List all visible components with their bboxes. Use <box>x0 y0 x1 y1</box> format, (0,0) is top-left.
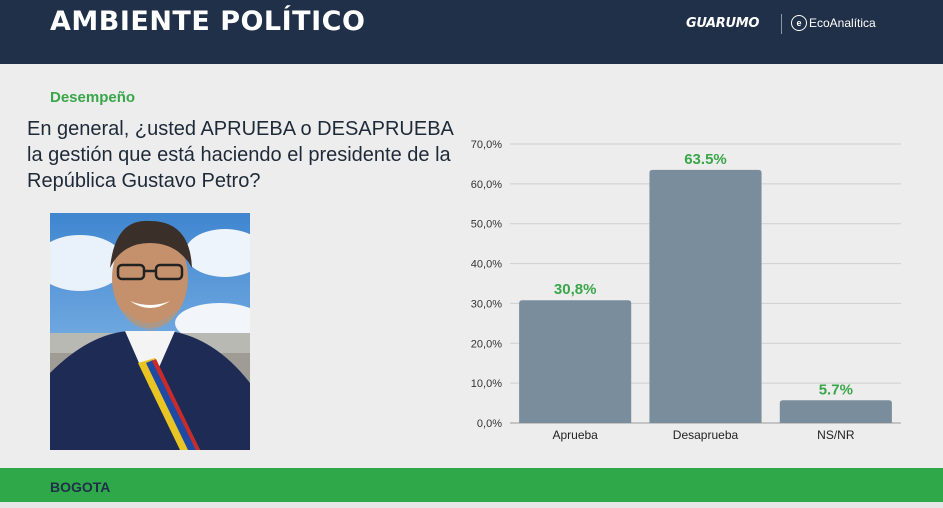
data-label: 63.5% <box>684 151 727 168</box>
y-tick-label: 40,0% <box>471 259 502 271</box>
section-label: Desempeño <box>50 89 136 106</box>
y-tick-label: 0,0% <box>477 418 502 430</box>
header-bar: AMBIENTE POLÍTICO GUARUMO e EcoAnalítica <box>0 0 943 64</box>
y-tick-label: 20,0% <box>471 338 502 350</box>
approval-bar-chart: 0,0% 10,0% 20,0% 30,0% 40,0% 50,0% 60,0% 70,0% 3… <box>440 120 920 455</box>
data-label: 5.7% <box>819 381 853 398</box>
page-title: AMBIENTE POLÍTICO <box>50 6 366 37</box>
bar <box>519 300 632 423</box>
x-tick-label: NS/NR <box>817 428 855 442</box>
x-tick-label: Desaprueba <box>673 428 739 442</box>
footer-city: BOGOTA <box>50 479 111 495</box>
y-tick-label: 10,0% <box>471 378 502 390</box>
ecoanalitica-logo: EcoAnalítica <box>809 16 876 30</box>
guarumo-logo: GUARUMO <box>686 16 760 31</box>
brand-divider <box>781 14 782 34</box>
y-tick-label: 50,0% <box>471 219 502 231</box>
y-tick-label: 60,0% <box>471 179 502 191</box>
bar <box>649 169 762 423</box>
y-tick-label: 70,0% <box>471 139 502 151</box>
footer-strip <box>0 502 943 508</box>
footer-bar: BOGOTA <box>0 468 943 502</box>
ecoanalitica-logo-icon: e <box>791 15 807 31</box>
y-tick-label: 30,0% <box>471 298 502 310</box>
president-photo <box>50 213 250 450</box>
survey-question: En general, ¿usted APRUEBA o DESAPRUEBA … <box>27 118 453 192</box>
data-label: 30,8% <box>554 281 597 298</box>
x-tick-label: Aprueba <box>552 428 598 442</box>
bar <box>779 400 892 423</box>
